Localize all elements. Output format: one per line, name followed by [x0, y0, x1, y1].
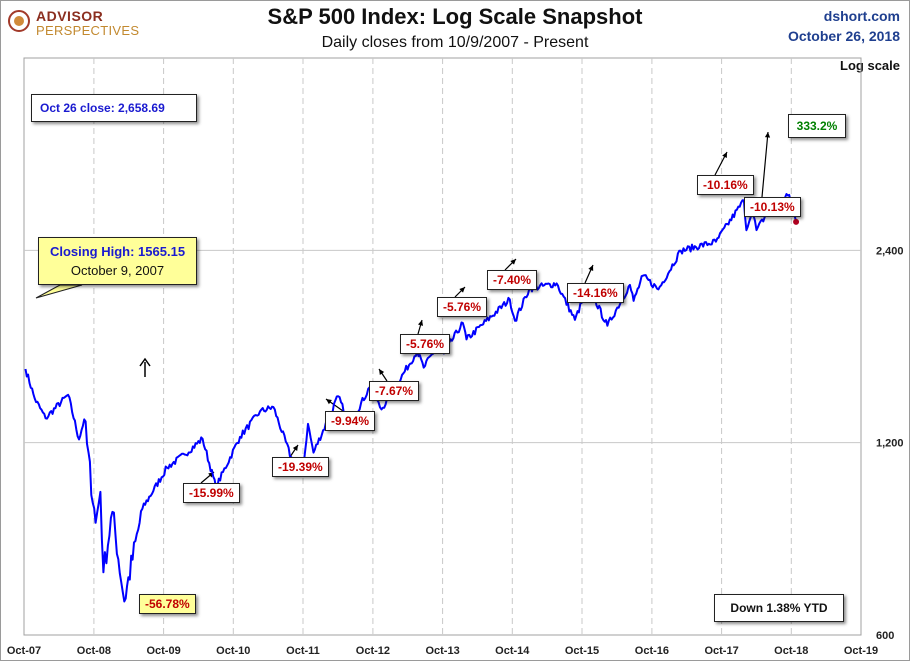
tick-layer: Oct-07 Oct-08 Oct-09 Oct-10 Oct-11 Oct-12 Oct-… — [7, 245, 904, 657]
drawdown-label: -9.94% — [325, 411, 376, 431]
drawdown-label: -19.39% — [272, 457, 329, 477]
close-value-text: Oct 26 close: 2,658.69 — [40, 101, 165, 115]
drawdown-arrow-head — [292, 445, 298, 451]
drawdown-label: -56.78% — [139, 594, 196, 614]
y-tick-label: 2,400 — [876, 245, 904, 257]
ytd-box: Down 1.38% YTD — [714, 594, 844, 622]
x-tick-label: Oct-17 — [704, 645, 738, 657]
drawdown-label: -10.16% — [697, 175, 754, 195]
drawdown-label: -15.99% — [183, 483, 240, 503]
closing-high-text: Closing High: 1565.15 — [49, 244, 186, 259]
logo-line-1: ADVISOR — [36, 8, 104, 24]
closing-high-box: Closing High: 1565.15 October 9, 2007 — [38, 237, 197, 285]
x-tick-label: Oct-13 — [425, 645, 459, 657]
drawdown-arrow-head — [764, 132, 771, 138]
closing-high-date: October 9, 2007 — [70, 263, 165, 278]
drawdown-arrow-head — [588, 265, 594, 271]
source-date: October 26, 2018 — [787, 28, 900, 44]
x-tick-label: Oct-19 — [844, 645, 878, 657]
last-close-marker — [793, 218, 800, 225]
closing-high-callout-tail — [35, 284, 83, 299]
x-tick-label: Oct-16 — [635, 645, 669, 657]
x-tick-label: Oct-15 — [565, 645, 599, 657]
x-tick-label: Oct-09 — [146, 645, 180, 657]
gain-text: 333.2% — [796, 119, 838, 133]
x-tick-label: Oct-08 — [77, 645, 111, 657]
drawdown-arrow-head — [459, 287, 465, 293]
drawdown-label: -7.40% — [487, 270, 538, 290]
logo-mark-icon — [8, 10, 30, 32]
drawdown-arrow — [761, 131, 769, 198]
grid-layer — [23, 57, 862, 636]
drawdown-label: -5.76% — [400, 334, 451, 354]
up-arrow-icon-head — [139, 357, 151, 367]
x-tick-label: Oct-11 — [286, 645, 320, 657]
source-block: dshort.com October 26, 2018 — [788, 6, 900, 46]
advisor-perspectives-logo: ADVISOR PERSPECTIVES — [8, 8, 140, 38]
drawdown-label: -10.13% — [744, 197, 801, 217]
drawdown-arrow-head — [418, 320, 424, 326]
y-tick-label: 600 — [876, 630, 894, 642]
drawdown-label: -5.76% — [437, 297, 488, 317]
drawdown-arrow-head — [379, 369, 385, 375]
sp500-series-line — [24, 193, 798, 603]
drawdown-arrow-head — [326, 399, 332, 405]
close-value-box: Oct 26 close: 2,658.69 — [31, 94, 197, 122]
chart-title: S&P 500 Index: Log Scale Snapshot — [267, 4, 643, 29]
ytd-text: Down 1.38% YTD — [730, 601, 828, 615]
log-scale-label: Log scale — [840, 58, 900, 73]
drawdown-label: -7.67% — [369, 381, 420, 401]
x-tick-label: Oct-14 — [495, 645, 530, 657]
drawdown-label: -14.16% — [567, 283, 624, 303]
gain-box: 333.2% — [788, 114, 846, 138]
chart-subtitle: Daily closes from 10/9/2007 - Present — [321, 34, 589, 51]
x-tick-label: Oct-10 — [216, 645, 250, 657]
drawdown-arrow-head — [510, 259, 516, 265]
y-tick-label: 1,200 — [876, 438, 904, 450]
source-name: dshort.com — [823, 8, 900, 24]
x-tick-label: Oct-07 — [7, 645, 41, 657]
drawdown-arrow-head — [722, 152, 727, 158]
x-tick-label: Oct-12 — [356, 645, 390, 657]
logo-line-2: PERSPECTIVES — [36, 23, 140, 38]
series-layer — [24, 193, 800, 603]
x-tick-label: Oct-18 — [774, 645, 808, 657]
annotation-arrows — [35, 131, 771, 484]
